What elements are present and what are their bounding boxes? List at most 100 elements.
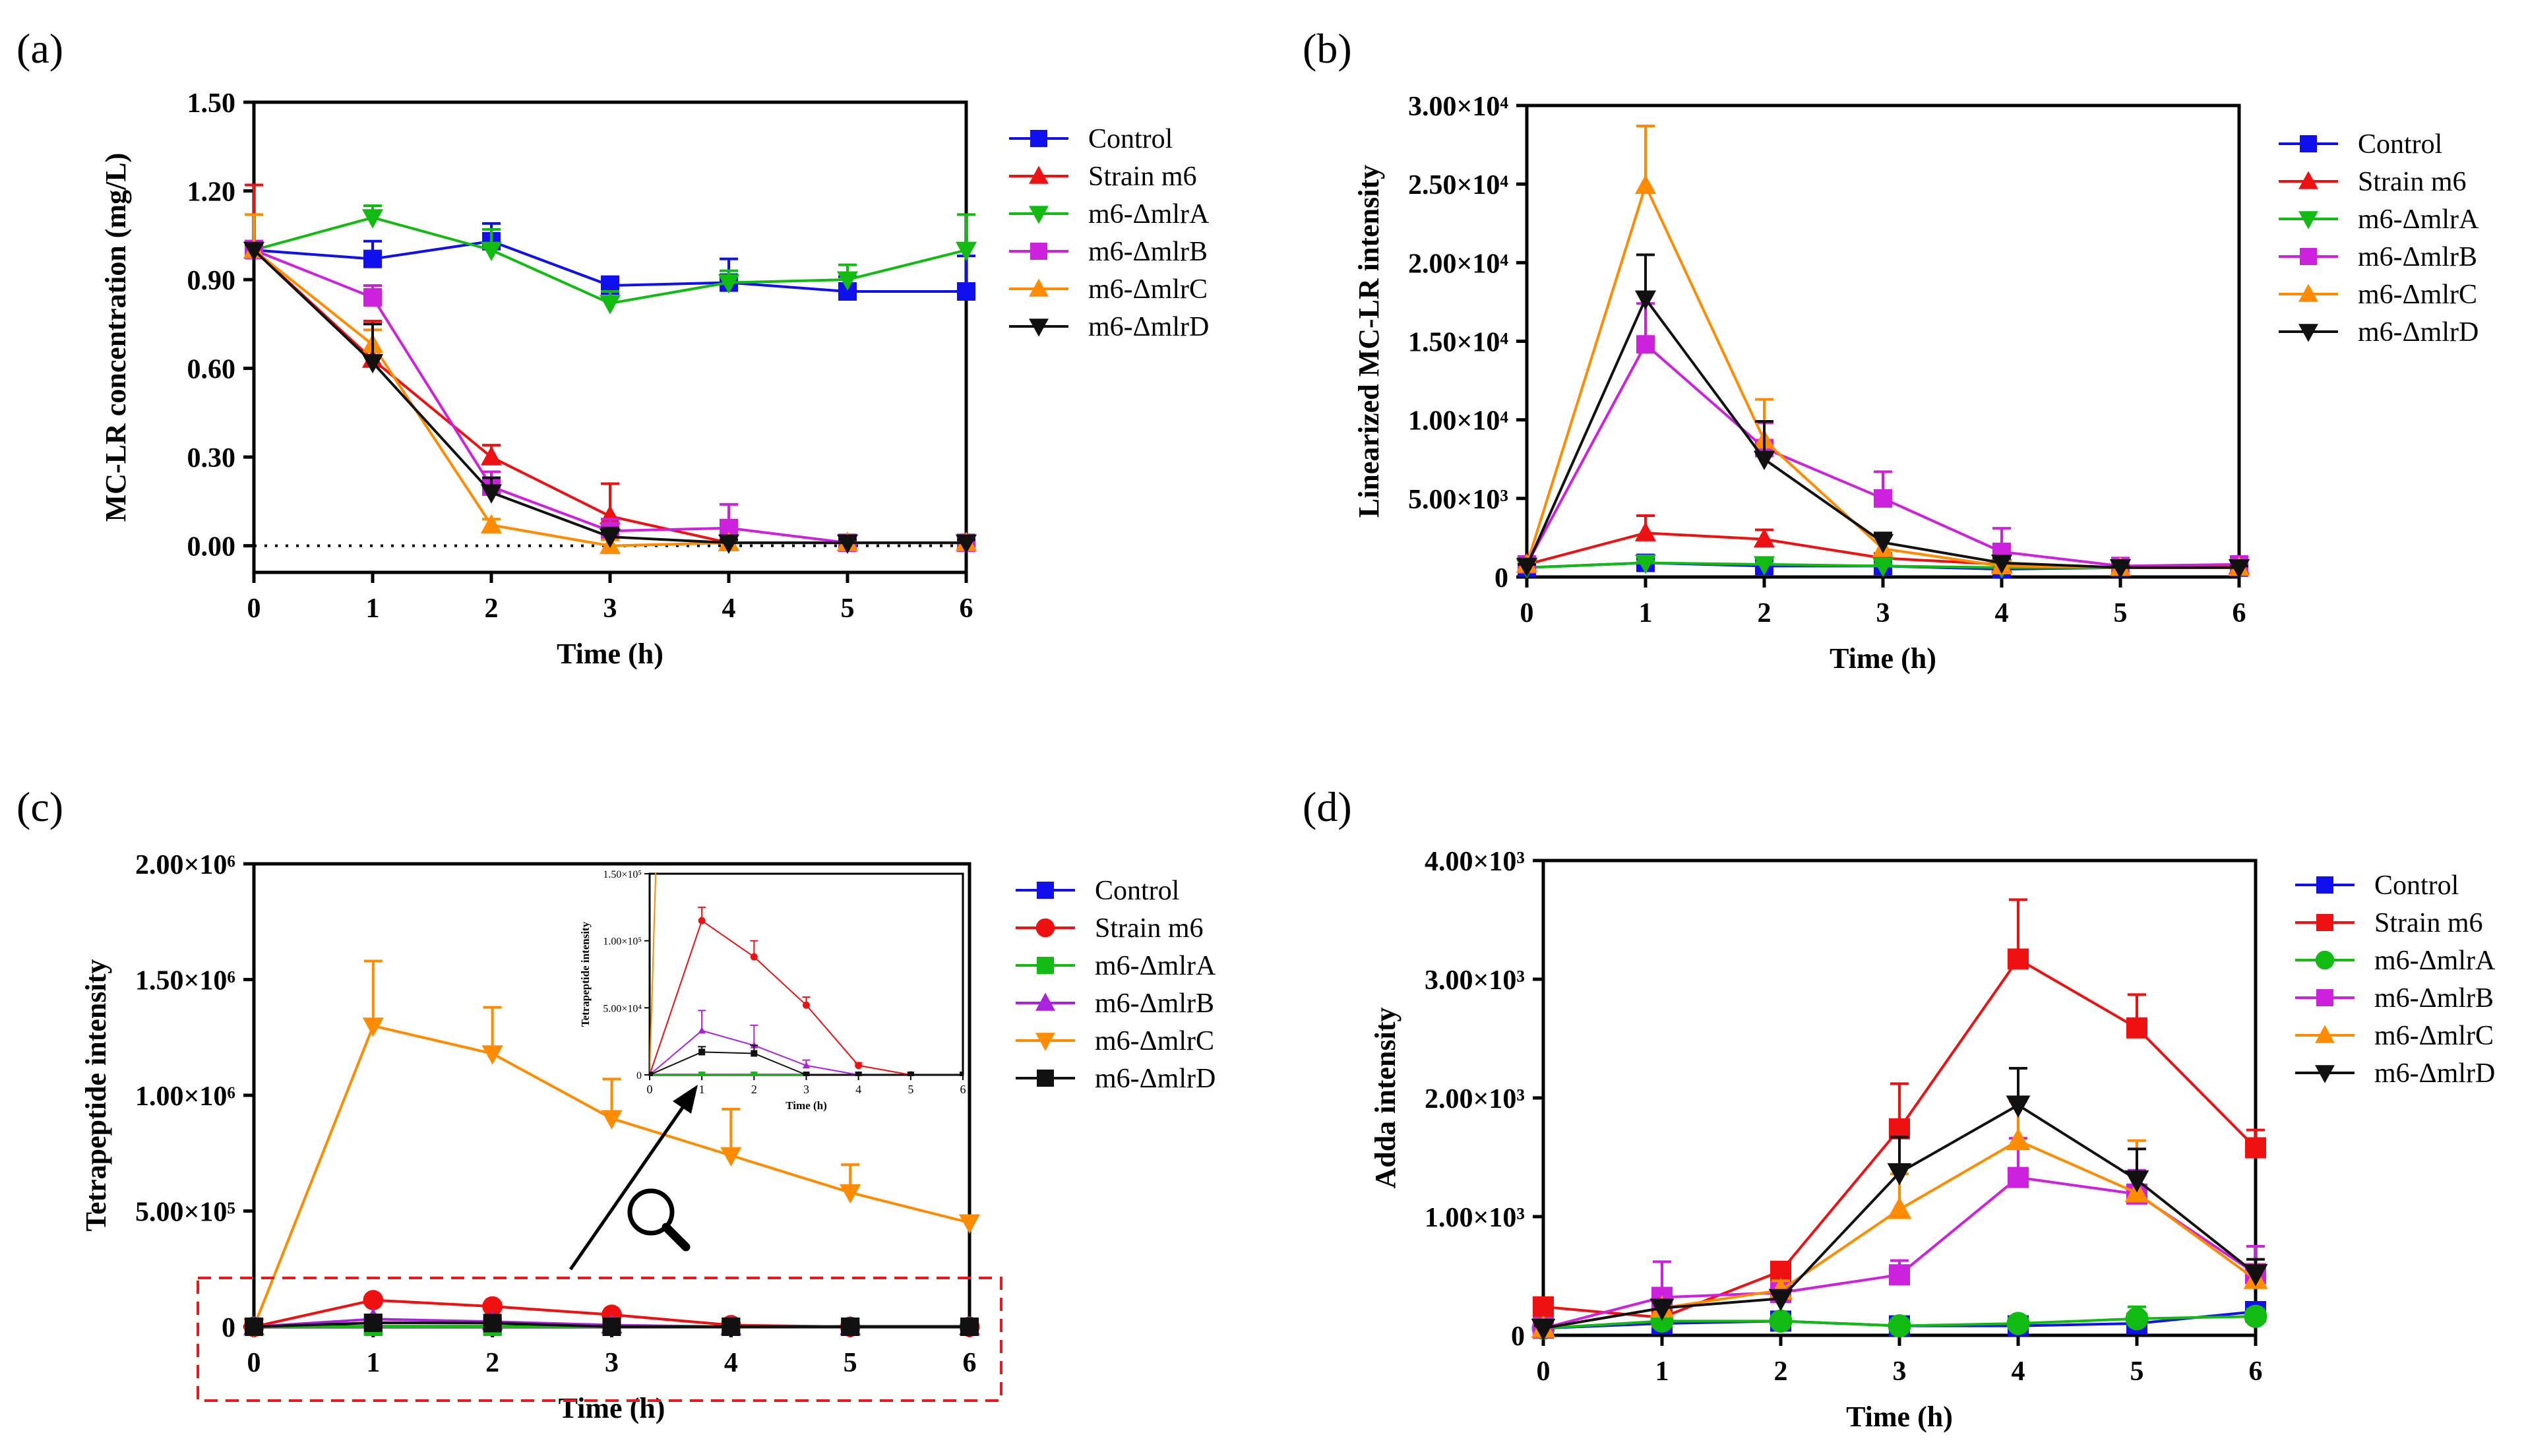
legend-marker (1035, 992, 1055, 1011)
data-point (1872, 533, 1894, 554)
legend-marker (2316, 876, 2333, 894)
x-tick-label: 2 (485, 1348, 499, 1378)
data-point (480, 484, 503, 504)
data-point (1887, 1163, 1912, 1186)
x-tick-label: 0 (247, 593, 261, 624)
legend-marker (1037, 957, 1054, 974)
x-tick-label: 6 (2249, 1356, 2263, 1387)
data-point (957, 282, 975, 301)
y-tick-label: 0.30 (187, 443, 236, 473)
legend-marker (1035, 1033, 1055, 1051)
x-tick-label: 0 (1537, 1356, 1551, 1387)
legend-label: m6-ΔmlrB (1095, 988, 1214, 1019)
legend-marker (2298, 284, 2318, 302)
y-tick-label: 1.20 (187, 177, 236, 208)
x-tick-label: 3 (603, 593, 617, 624)
data-point (481, 1045, 503, 1065)
data-point (2228, 559, 2250, 579)
x-tick-label: 2 (1774, 1356, 1788, 1387)
data-point (955, 241, 977, 262)
data-point (1769, 1309, 1793, 1333)
y-tick-label: 1.50×10⁶ (135, 966, 235, 996)
y-tick-label: 0.90 (187, 266, 236, 296)
y-tick-label: 2.00×10⁶ (135, 850, 235, 880)
legend-marker (1029, 318, 1049, 337)
series-m6-ΔmlrD (1516, 253, 2250, 579)
y-tick-label: 4.00×10³ (1425, 847, 1525, 877)
legend-marker (2298, 211, 2318, 229)
inset-data-point (960, 1072, 963, 1076)
legend-marker (2316, 989, 2333, 1006)
data-point (2243, 1264, 2268, 1287)
series-m6-ΔmlrD (245, 1314, 979, 1336)
legend-label: m6-ΔmlrA (2358, 204, 2479, 235)
inset-data-point (855, 1062, 863, 1070)
x-tick-label: 2 (1758, 598, 1771, 628)
data-point (960, 1318, 979, 1336)
data-point (2245, 1137, 2266, 1159)
inset-data-point (907, 1072, 914, 1076)
legend-marker (1030, 130, 1047, 147)
legend-label: m6-ΔmlrA (1095, 951, 1216, 981)
series-m6-ΔmlrD (243, 241, 977, 554)
data-point (599, 528, 621, 548)
inset-data-point (650, 1072, 653, 1076)
data-point (1753, 556, 1775, 576)
inset-data-point (803, 1001, 810, 1009)
data-point (2006, 1128, 2031, 1151)
x-tick-label: 0 (247, 1348, 261, 1378)
y-tick-label: 2.50×10⁴ (1408, 170, 1508, 200)
data-point (1634, 174, 1657, 195)
x-tick-label: 1 (1655, 1356, 1669, 1387)
data-point (718, 534, 740, 554)
legend-label: m6-ΔmlrC (1095, 1026, 1214, 1056)
data-point (480, 446, 503, 466)
x-tick-label: 6 (960, 593, 973, 624)
data-point (720, 1147, 742, 1167)
inset-data-point (698, 1048, 706, 1056)
data-point (480, 241, 503, 262)
inset-y-tick-label: 5.00×10⁴ (603, 1003, 642, 1014)
legend-label: m6-ΔmlrD (2358, 317, 2479, 348)
magnifier-handle-icon (662, 1223, 691, 1252)
data-point (482, 1296, 503, 1317)
legend-label: m6-ΔmlrC (2358, 280, 2477, 310)
data-point (1889, 1264, 1910, 1286)
inset-y-tick-label: 1.00×10⁵ (603, 936, 642, 948)
x-axis-label: Time (h) (559, 1392, 665, 1424)
inset-plot-area (650, 872, 963, 1076)
data-point (955, 534, 977, 554)
x-tick-label: 6 (2233, 598, 2246, 628)
inset-data-point (698, 917, 706, 925)
y-tick-label: 0.60 (187, 355, 236, 385)
x-tick-label: 6 (963, 1348, 977, 1378)
data-point (2124, 1170, 2149, 1193)
inset-chart: 0 5.00×10⁴ 1.00×10⁵ 1.50×10⁵ 0 1 2 3 4 5 6 Time (h)… (579, 869, 966, 1112)
legend-label: Control (2374, 870, 2459, 901)
data-point (1636, 335, 1655, 354)
x-tick-label: 3 (1876, 598, 1890, 628)
inset-data-point (855, 1072, 862, 1076)
legend-marker (2298, 171, 2318, 189)
data-point (841, 1318, 860, 1336)
inset-y-tick-label: 0 (636, 1070, 642, 1081)
legend-label: m6-ΔmlrD (2374, 1058, 2495, 1089)
legend-label: m6-ΔmlrC (1088, 274, 1208, 305)
legend-marker (1029, 166, 1049, 184)
legend-marker (1035, 918, 1055, 938)
legend-marker (1030, 243, 1047, 260)
inset-data-point (698, 1026, 706, 1034)
data-point (1990, 554, 2013, 574)
y-axis-label: Linearized MC-LR intensity (1353, 165, 1385, 518)
x-tick-label: 2 (485, 593, 499, 624)
data-point (2244, 1304, 2267, 1328)
inset-data-point (698, 1072, 706, 1076)
x-tick-label: 3 (605, 1348, 619, 1378)
inset-x-tick-label: 0 (647, 1083, 653, 1096)
legend-marker (1029, 206, 1049, 224)
inset-x-tick-label: 1 (699, 1083, 705, 1096)
legend-label: Strain m6 (1095, 913, 1204, 944)
data-point (245, 1318, 263, 1336)
data-point (722, 1318, 741, 1336)
